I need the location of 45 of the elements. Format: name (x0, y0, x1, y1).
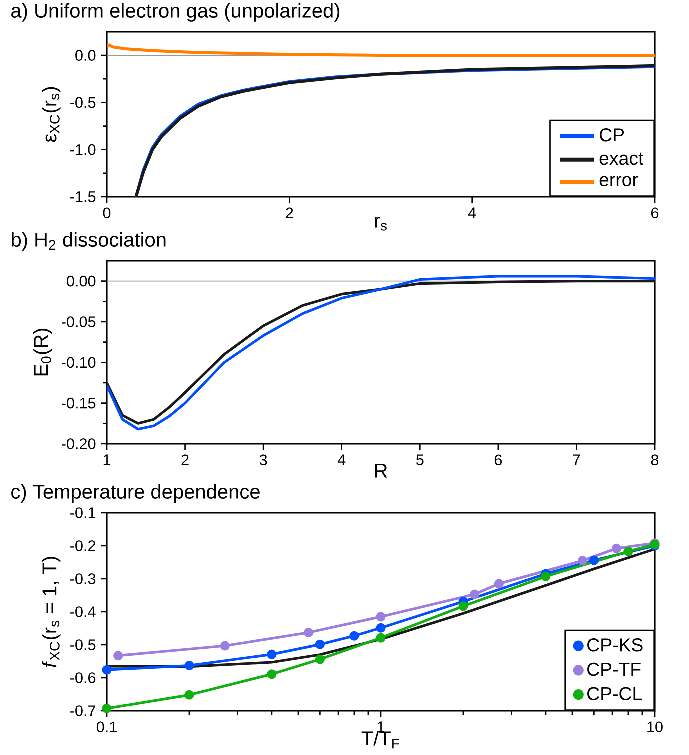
x-tick-label: 6 (652, 208, 659, 219)
x-tick-label: 5 (416, 454, 424, 466)
x-tick-label: 0.1 (96, 722, 117, 733)
y-tick-label: -0.20 (62, 438, 96, 450)
chart-title: a) Uniform electron gas (unpolarized) (12, 3, 340, 22)
y-tick-label: -0.2 (70, 540, 96, 552)
y-tick-label: -0.05 (62, 316, 96, 328)
legend-label: CP (600, 128, 624, 142)
x-tick-label: 2 (286, 208, 294, 218)
x-axis-title: r$_{s}$ (375, 217, 387, 231)
x-axis-title: T/T$_{F}$ (362, 731, 400, 749)
x-tick-label: 4 (468, 208, 476, 218)
x-tick-label: 0 (103, 208, 111, 219)
y-axis-title: f$_{XC}$(r$_{s}$ = 1, T) (42, 557, 61, 668)
y-tick-label: -0.15 (62, 398, 96, 409)
legend-label: CP-TF (588, 662, 641, 676)
y-tick-label: -0.1 (70, 508, 96, 518)
y-tick-label: -0.7 (70, 706, 96, 716)
legend-label: error (600, 176, 638, 187)
y-axis-title: ε$_{XC}$(r$_{s}$) (42, 87, 61, 142)
x-tick-label: 4 (338, 454, 346, 466)
y-tick-label: 0.0 (76, 50, 96, 61)
y-tick-label: -0.5 (70, 640, 96, 650)
x-tick-label: 1 (104, 454, 111, 466)
chart-title: c) Temperature dependence (12, 484, 260, 503)
y-tick-label: -0.4 (70, 606, 96, 618)
y-tick-label: -1.5 (70, 192, 96, 202)
x-tick-label: 8 (651, 454, 659, 466)
y-tick-label: 0.00 (67, 276, 96, 287)
y-tick-label: -0.3 (70, 574, 96, 584)
x-axis-title: R (375, 464, 388, 478)
chart-title: b) H$_{2}$ dissociation (12, 232, 166, 251)
y-tick-label: -0.10 (62, 357, 96, 368)
legend-label: CP-CL (588, 687, 642, 701)
x-tick-label: 6 (494, 454, 502, 466)
legend-label: exact (600, 152, 644, 166)
y-tick-label: -1.0 (70, 144, 96, 156)
x-tick-label: 7 (573, 454, 580, 466)
y-axis-title: E$_{0}$(R) (34, 328, 52, 376)
y-tick-label: -0.5 (70, 97, 96, 108)
x-tick-label: 2 (182, 454, 189, 466)
y-tick-label: -0.6 (70, 672, 96, 684)
x-tick-label: 3 (260, 454, 268, 466)
legend-label: CP-KS (588, 638, 643, 652)
x-tick-label: 10 (648, 722, 663, 733)
